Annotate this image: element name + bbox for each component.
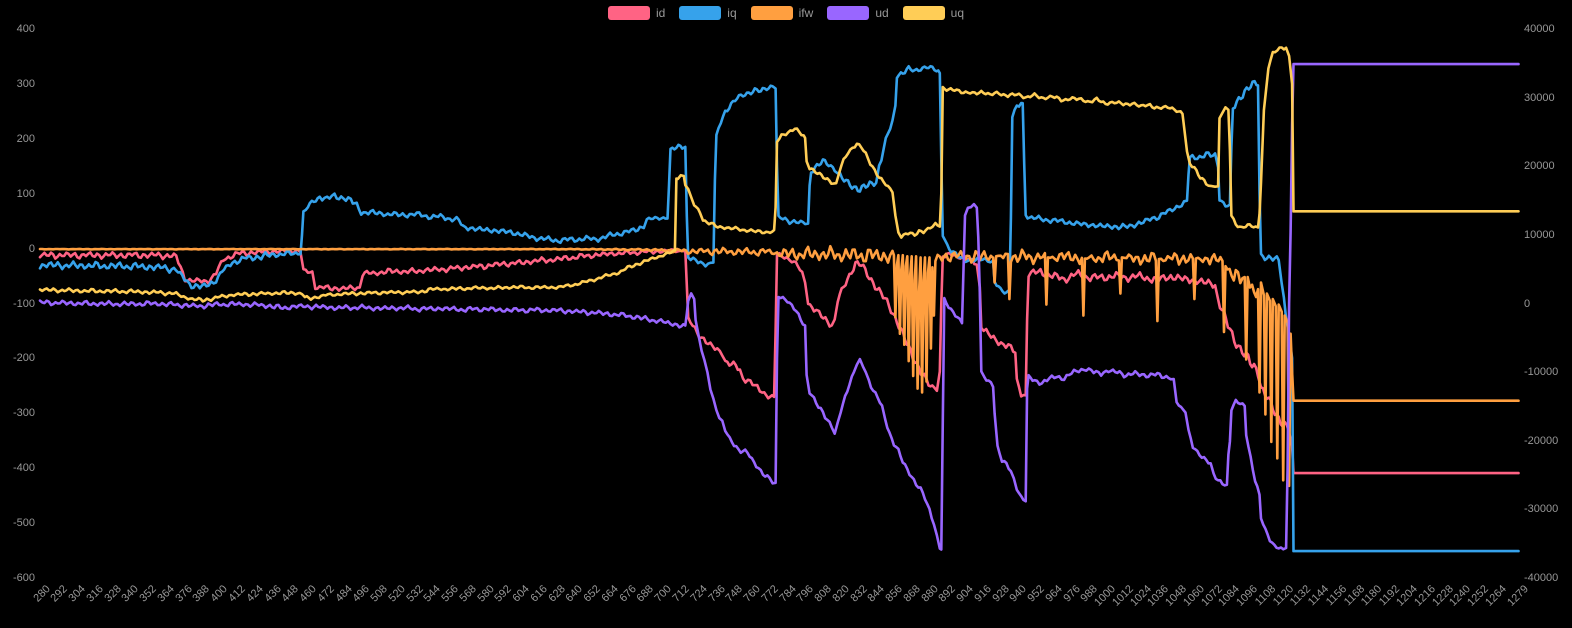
legend-swatch-icon — [827, 6, 870, 20]
right-axis-tick-label: 10000 — [1524, 228, 1555, 241]
left-axis-tick-label: -200 — [12, 352, 35, 365]
left-axis-tick-label: 400 — [16, 23, 35, 35]
left-axis-tick-label: 300 — [16, 77, 35, 90]
legend-item-uq[interactable]: uq — [902, 6, 965, 20]
left-axis-tick-label: -600 — [12, 572, 35, 584]
left-axis-tick-label: 0 — [28, 242, 35, 255]
legend-label: ud — [875, 6, 889, 20]
legend-label: uq — [950, 6, 965, 20]
chart-legend: id iq ifw ud uq — [0, 6, 1572, 20]
legend-label: ifw — [798, 6, 814, 20]
legend-swatch-icon — [679, 6, 722, 20]
series-line-ud — [38, 62, 1520, 551]
right-axis-tick-label: 20000 — [1524, 160, 1555, 173]
right-axis-tick-label: 0 — [1524, 297, 1531, 310]
legend-label: id — [655, 6, 666, 20]
right-axis-tick-label: -40000 — [1524, 572, 1559, 584]
series-line-ifw — [38, 244, 1520, 488]
legend-swatch-icon — [902, 6, 945, 20]
right-axis-tick-label: -30000 — [1524, 503, 1559, 516]
right-axis-tick-label: 40000 — [1524, 23, 1555, 35]
left-axis-tick-label: -500 — [12, 517, 35, 530]
legend-item-ud[interactable]: ud — [827, 6, 889, 20]
left-axis-tick-label: 100 — [16, 187, 35, 200]
legend-item-ifw[interactable]: ifw — [750, 6, 814, 20]
legend-swatch-icon — [607, 6, 650, 20]
series-line-id — [38, 248, 1520, 475]
legend-item-id[interactable]: id — [607, 6, 666, 20]
right-axis-tick-label: -20000 — [1524, 434, 1559, 447]
left-axis-tick-label: -400 — [12, 462, 35, 475]
legend-item-iq[interactable]: iq — [679, 6, 737, 20]
left-axis-tick-label: -100 — [12, 297, 35, 310]
legend-swatch-icon — [750, 6, 793, 20]
series-line-iq — [38, 64, 1520, 553]
series-line-uq — [38, 46, 1520, 303]
legend-label: iq — [727, 6, 737, 20]
right-axis-tick-label: -10000 — [1524, 366, 1559, 379]
left-axis-tick-label: 200 — [16, 132, 35, 145]
left-axis-tick-label: -300 — [12, 407, 35, 420]
right-axis-tick-label: 30000 — [1524, 91, 1555, 104]
